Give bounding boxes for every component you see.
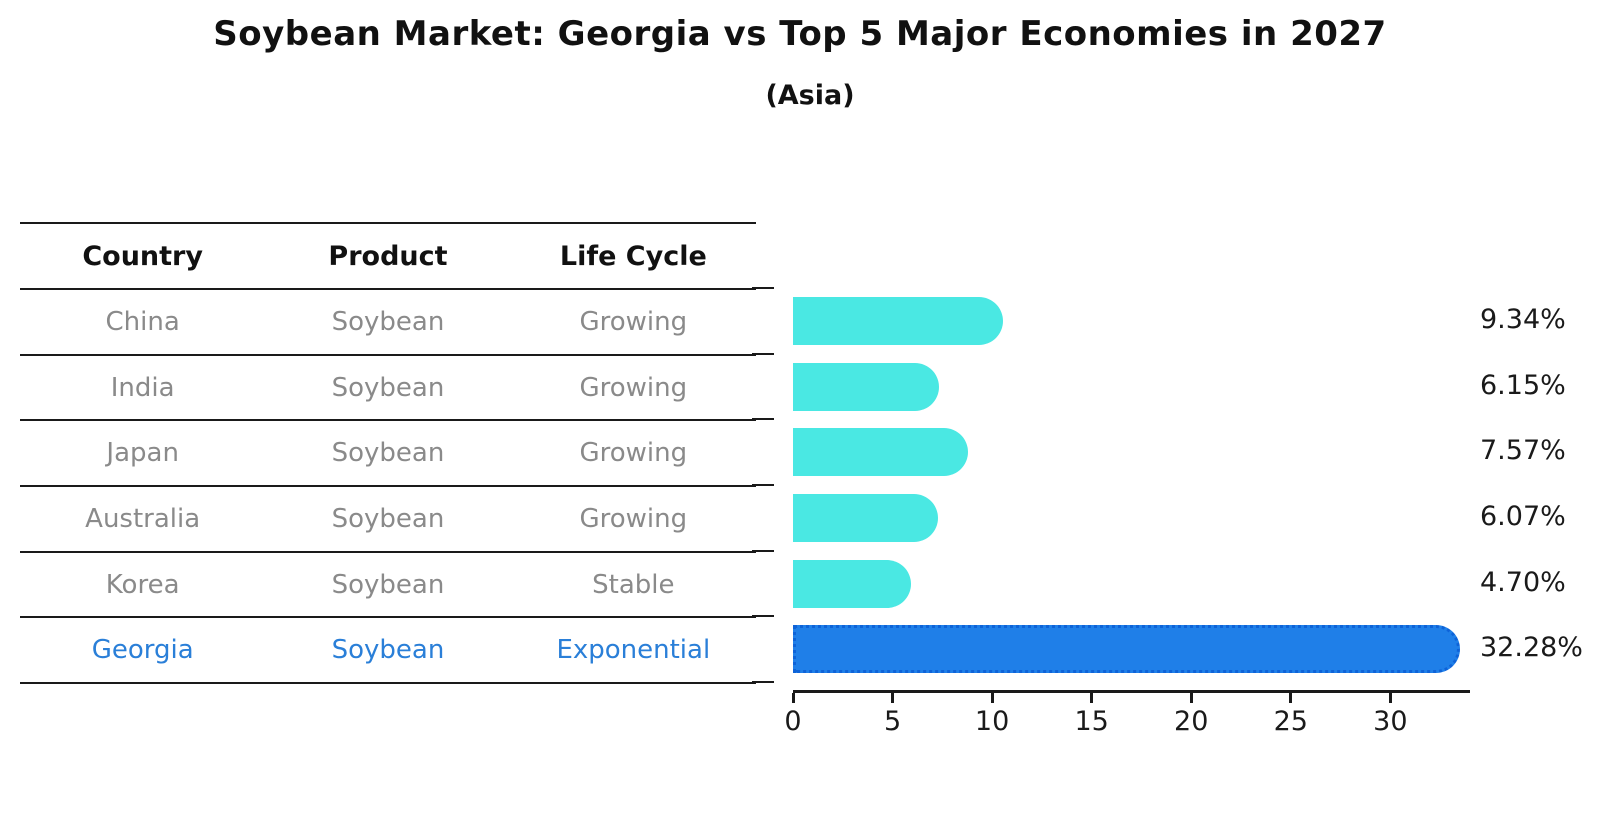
table-row: Korea Soybean Stable xyxy=(20,553,756,619)
cell-lifecycle: Growing xyxy=(579,372,688,403)
value-label: 7.57% xyxy=(1480,435,1566,467)
cell-country: Australia xyxy=(85,503,201,534)
table-row-georgia: Georgia Soybean Exponential xyxy=(20,618,756,685)
x-axis-tick xyxy=(1289,693,1293,703)
country-table: Country Product Life Cycle China Soybean… xyxy=(20,222,756,685)
bar-japan xyxy=(793,428,968,477)
x-axis-tick xyxy=(1090,693,1094,703)
cell-lifecycle: Exponential xyxy=(556,635,711,666)
value-label: 6.07% xyxy=(1480,500,1566,532)
cell-lifecycle: Growing xyxy=(579,503,688,534)
x-axis-tick-label: 20 xyxy=(1174,706,1209,737)
y-axis-tick xyxy=(752,287,774,289)
chart-subtitle: (Asia) xyxy=(765,80,855,111)
y-axis-tick xyxy=(752,615,774,618)
x-axis-tick-label: 5 xyxy=(883,706,902,737)
y-axis-tick xyxy=(752,549,774,552)
x-axis-tick-label: 10 xyxy=(974,706,1010,737)
table-row: India Soybean Growing xyxy=(20,356,756,422)
x-axis-tick xyxy=(1189,693,1193,703)
table-header-row: Country Product Life Cycle xyxy=(20,224,756,290)
cell-product: Soybean xyxy=(331,438,445,469)
y-axis-tick xyxy=(752,681,774,684)
table-row: China Soybean Growing xyxy=(20,290,756,356)
cell-country: India xyxy=(110,372,175,403)
column-header-product: Product xyxy=(328,240,448,272)
x-axis-tick xyxy=(1388,693,1392,703)
cell-product: Soybean xyxy=(331,306,445,337)
x-axis-tick-label: 0 xyxy=(784,706,802,737)
y-axis-tick xyxy=(752,484,774,486)
cell-country: Georgia xyxy=(91,635,194,666)
value-label: 6.15% xyxy=(1480,369,1566,401)
value-label: 9.34% xyxy=(1480,303,1566,335)
cell-country: China xyxy=(105,306,180,337)
column-header-country: Country xyxy=(82,240,203,272)
y-axis-tick xyxy=(752,352,774,355)
column-header-lifecycle: Life Cycle xyxy=(559,240,707,272)
bar-china xyxy=(793,296,1003,345)
chart-title: Soybean Market: Georgia vs Top 5 Major E… xyxy=(213,14,1387,54)
cell-product: Soybean xyxy=(331,503,445,534)
x-axis-tick-label: 25 xyxy=(1273,706,1308,737)
cell-lifecycle: Growing xyxy=(579,306,688,337)
bar-australia xyxy=(793,493,938,542)
cell-product: Soybean xyxy=(331,569,445,600)
cell-country: Japan xyxy=(106,438,179,469)
x-axis-tick xyxy=(990,693,994,703)
x-axis-tick xyxy=(891,693,895,703)
x-axis-tick-label: 30 xyxy=(1373,706,1408,737)
cell-lifecycle: Stable xyxy=(592,569,675,600)
table-row: Japan Soybean Growing xyxy=(20,421,756,488)
cell-lifecycle: Growing xyxy=(579,438,688,469)
x-axis-tick xyxy=(791,693,795,703)
y-axis-tick xyxy=(752,418,774,421)
bar-india xyxy=(793,362,940,411)
x-axis-tick-label: 15 xyxy=(1074,706,1109,737)
value-label: 4.70% xyxy=(1480,566,1566,598)
bar-korea xyxy=(793,559,911,608)
value-label: 32.28% xyxy=(1480,632,1583,664)
table-row: Australia Soybean Growing xyxy=(20,487,756,553)
bar-georgia xyxy=(793,625,1460,674)
x-axis-line xyxy=(793,690,1470,693)
cell-country: Korea xyxy=(105,569,180,600)
cell-product: Soybean xyxy=(331,372,445,403)
cell-product: Soybean xyxy=(331,635,445,666)
